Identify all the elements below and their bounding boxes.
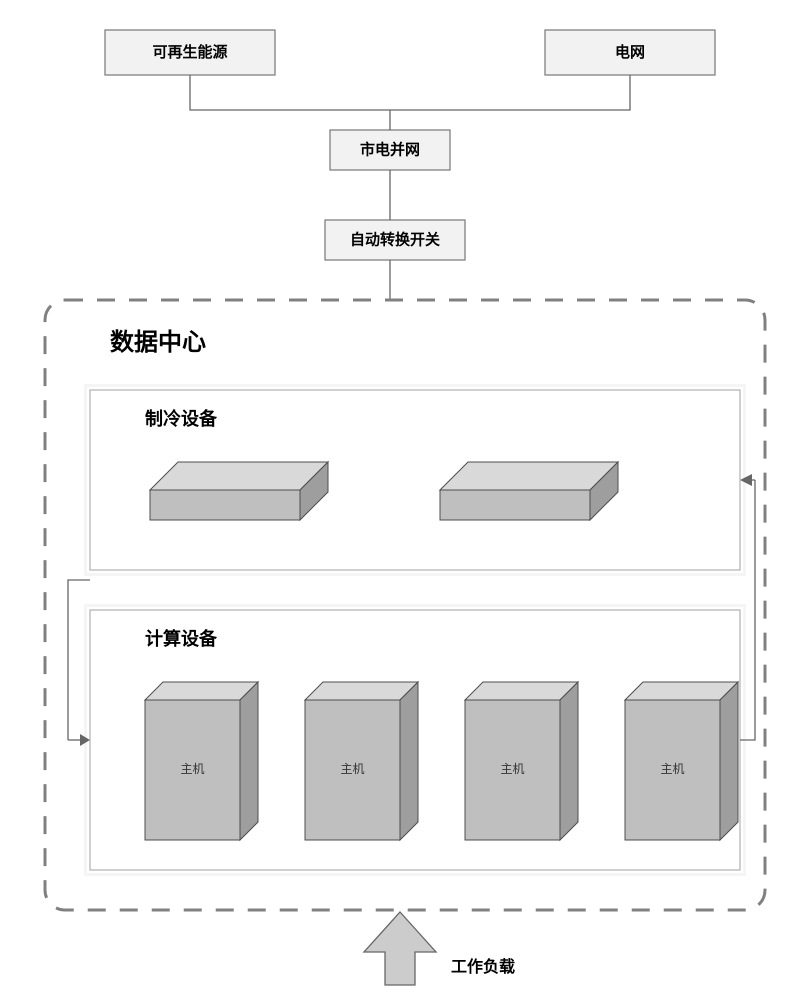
svg-text:主机: 主机 bbox=[180, 762, 204, 776]
cuboid bbox=[440, 462, 618, 520]
cuboid: 主机 bbox=[465, 682, 578, 840]
svg-text:主机: 主机 bbox=[660, 762, 684, 776]
svg-text:制冷设备: 制冷设备 bbox=[145, 408, 218, 429]
cuboid bbox=[150, 462, 328, 520]
svg-text:电网: 电网 bbox=[615, 43, 645, 61]
svg-text:主机: 主机 bbox=[500, 762, 524, 776]
svg-text:主机: 主机 bbox=[340, 762, 364, 776]
svg-text:市电并网: 市电并网 bbox=[360, 140, 420, 158]
svg-text:数据中心: 数据中心 bbox=[110, 329, 206, 356]
cuboid: 主机 bbox=[145, 682, 258, 840]
flow-node: 自动转换开关 bbox=[325, 220, 465, 260]
cuboid: 主机 bbox=[625, 682, 738, 840]
flow-node: 市电并网 bbox=[330, 130, 450, 170]
cuboid: 主机 bbox=[305, 682, 418, 840]
flow-node: 电网 bbox=[545, 30, 715, 75]
svg-text:自动转换开关: 自动转换开关 bbox=[350, 230, 440, 248]
svg-text:工作负载: 工作负载 bbox=[451, 957, 515, 976]
flow-node: 可再生能源 bbox=[105, 30, 275, 75]
svg-text:可再生能源: 可再生能源 bbox=[152, 43, 227, 61]
svg-text:计算设备: 计算设备 bbox=[145, 628, 218, 649]
